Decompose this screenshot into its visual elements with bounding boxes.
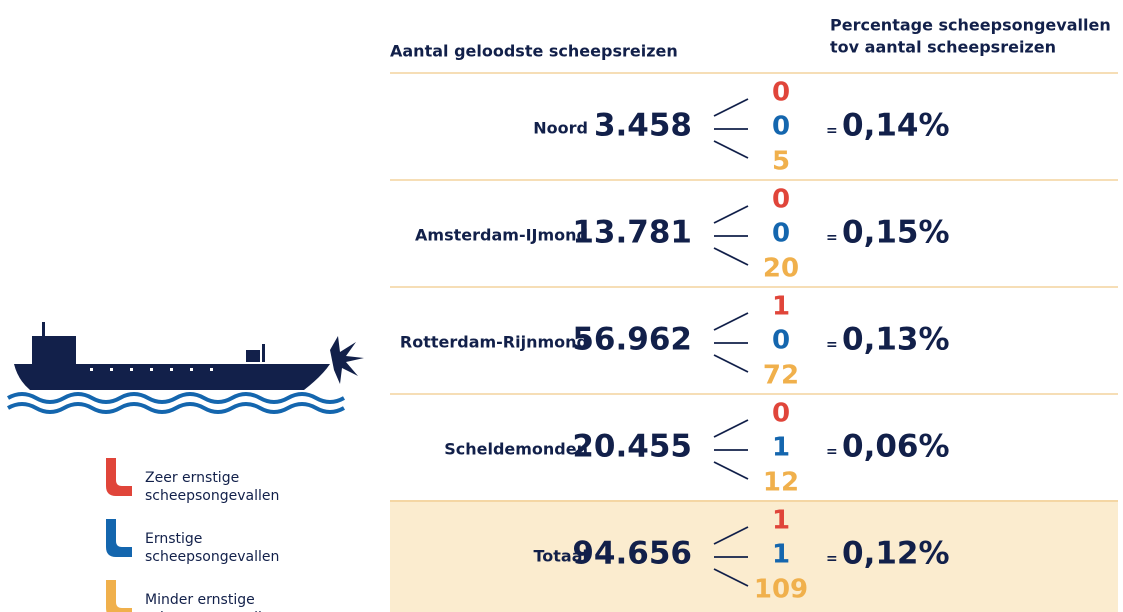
legend-text: Minder ernstige — [145, 592, 255, 608]
header-left: Aantal geloodste scheepsreizen — [390, 42, 678, 61]
legend-icon — [106, 580, 132, 612]
serious-count: 0 — [772, 219, 790, 249]
equals-sign: = — [826, 551, 838, 567]
voyages: 3.458 — [594, 108, 692, 144]
legend-text: scheepsongevallen — [145, 488, 279, 504]
less-serious-count: 20 — [763, 254, 799, 284]
percentage: 0,14% — [842, 108, 950, 144]
region: Rotterdam-Rijnmond — [400, 333, 588, 352]
header-right: tov aantal scheepsreizen — [830, 38, 1056, 57]
equals-sign: = — [826, 123, 838, 139]
voyages: 94.656 — [572, 536, 692, 572]
equals-sign: = — [826, 337, 838, 353]
less-serious-count: 109 — [754, 575, 808, 605]
serious-count: 0 — [772, 326, 790, 356]
region: Amsterdam-IJmond — [415, 226, 588, 245]
split-lines — [714, 313, 748, 372]
ship — [8, 322, 364, 412]
percentage: 0,12% — [842, 536, 950, 572]
percentage: 0,15% — [842, 215, 950, 251]
percentage: 0,13% — [842, 322, 950, 358]
very-serious-count: 0 — [772, 185, 790, 215]
voyages: 20.455 — [572, 429, 692, 465]
legend-icon — [106, 458, 132, 496]
serious-count: 1 — [772, 433, 790, 463]
voyages: 13.781 — [572, 215, 692, 251]
voyages: 56.962 — [572, 322, 692, 358]
very-serious-count: 0 — [772, 78, 790, 108]
less-serious-count: 72 — [763, 361, 799, 391]
split-lines — [714, 420, 748, 479]
infographic: Aantal geloodste scheepsreizen Percentag… — [0, 0, 1123, 612]
split-lines — [714, 99, 748, 158]
serious-count: 1 — [772, 540, 790, 570]
equals-sign: = — [826, 230, 838, 246]
legend-icon — [106, 519, 132, 557]
percentage: 0,06% — [842, 429, 950, 465]
header-right: Percentage scheepsongevallen — [830, 16, 1111, 35]
very-serious-count: 1 — [772, 506, 790, 536]
split-lines — [714, 206, 748, 265]
equals-sign: = — [826, 444, 838, 460]
very-serious-count: 0 — [772, 399, 790, 429]
legend-text: Ernstige — [145, 531, 202, 547]
region: Noord — [533, 119, 588, 138]
less-serious-count: 5 — [772, 147, 790, 177]
legend-text: scheepsongevallen — [145, 549, 279, 565]
very-serious-count: 1 — [772, 292, 790, 322]
serious-count: 0 — [772, 112, 790, 142]
less-serious-count: 12 — [763, 468, 799, 498]
region: Scheldemonden — [444, 440, 588, 459]
legend-text: Zeer ernstige — [145, 470, 239, 486]
